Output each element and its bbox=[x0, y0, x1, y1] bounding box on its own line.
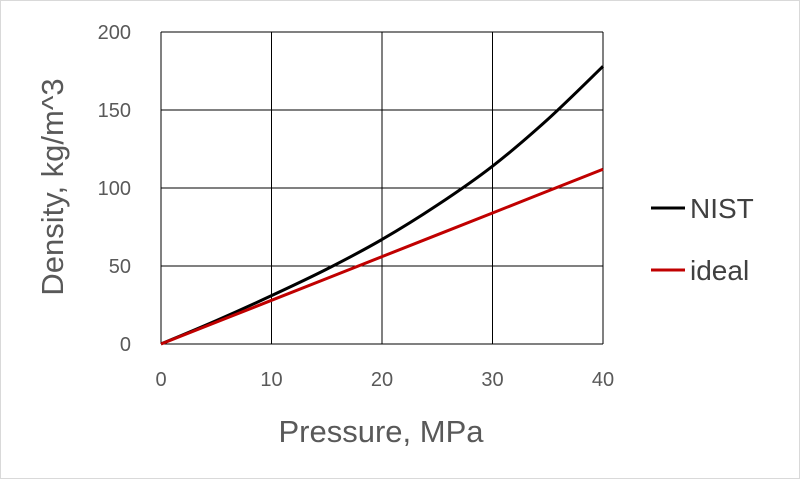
legend-label-ideal: ideal bbox=[690, 255, 749, 286]
series-line-ideal bbox=[160, 167, 604, 346]
x-tick-label: 30 bbox=[481, 369, 503, 391]
x-axis-title: Pressure, MPa bbox=[278, 414, 484, 449]
x-tick-label: 20 bbox=[371, 369, 393, 391]
x-tick-label: 10 bbox=[260, 369, 282, 391]
y-axis-title: Density, kg/m^3 bbox=[35, 78, 70, 295]
y-tick-label: 200 bbox=[98, 22, 131, 44]
y-tick-label: 150 bbox=[98, 100, 131, 122]
y-tick-label: 100 bbox=[98, 178, 131, 200]
x-tick-label: 40 bbox=[592, 369, 614, 391]
series-line-nist bbox=[160, 65, 605, 346]
y-tick-label: 0 bbox=[120, 334, 131, 356]
legend-label-nist: NIST bbox=[690, 193, 754, 224]
y-tick-label: 50 bbox=[109, 256, 131, 278]
x-tick-label: 0 bbox=[155, 369, 166, 391]
